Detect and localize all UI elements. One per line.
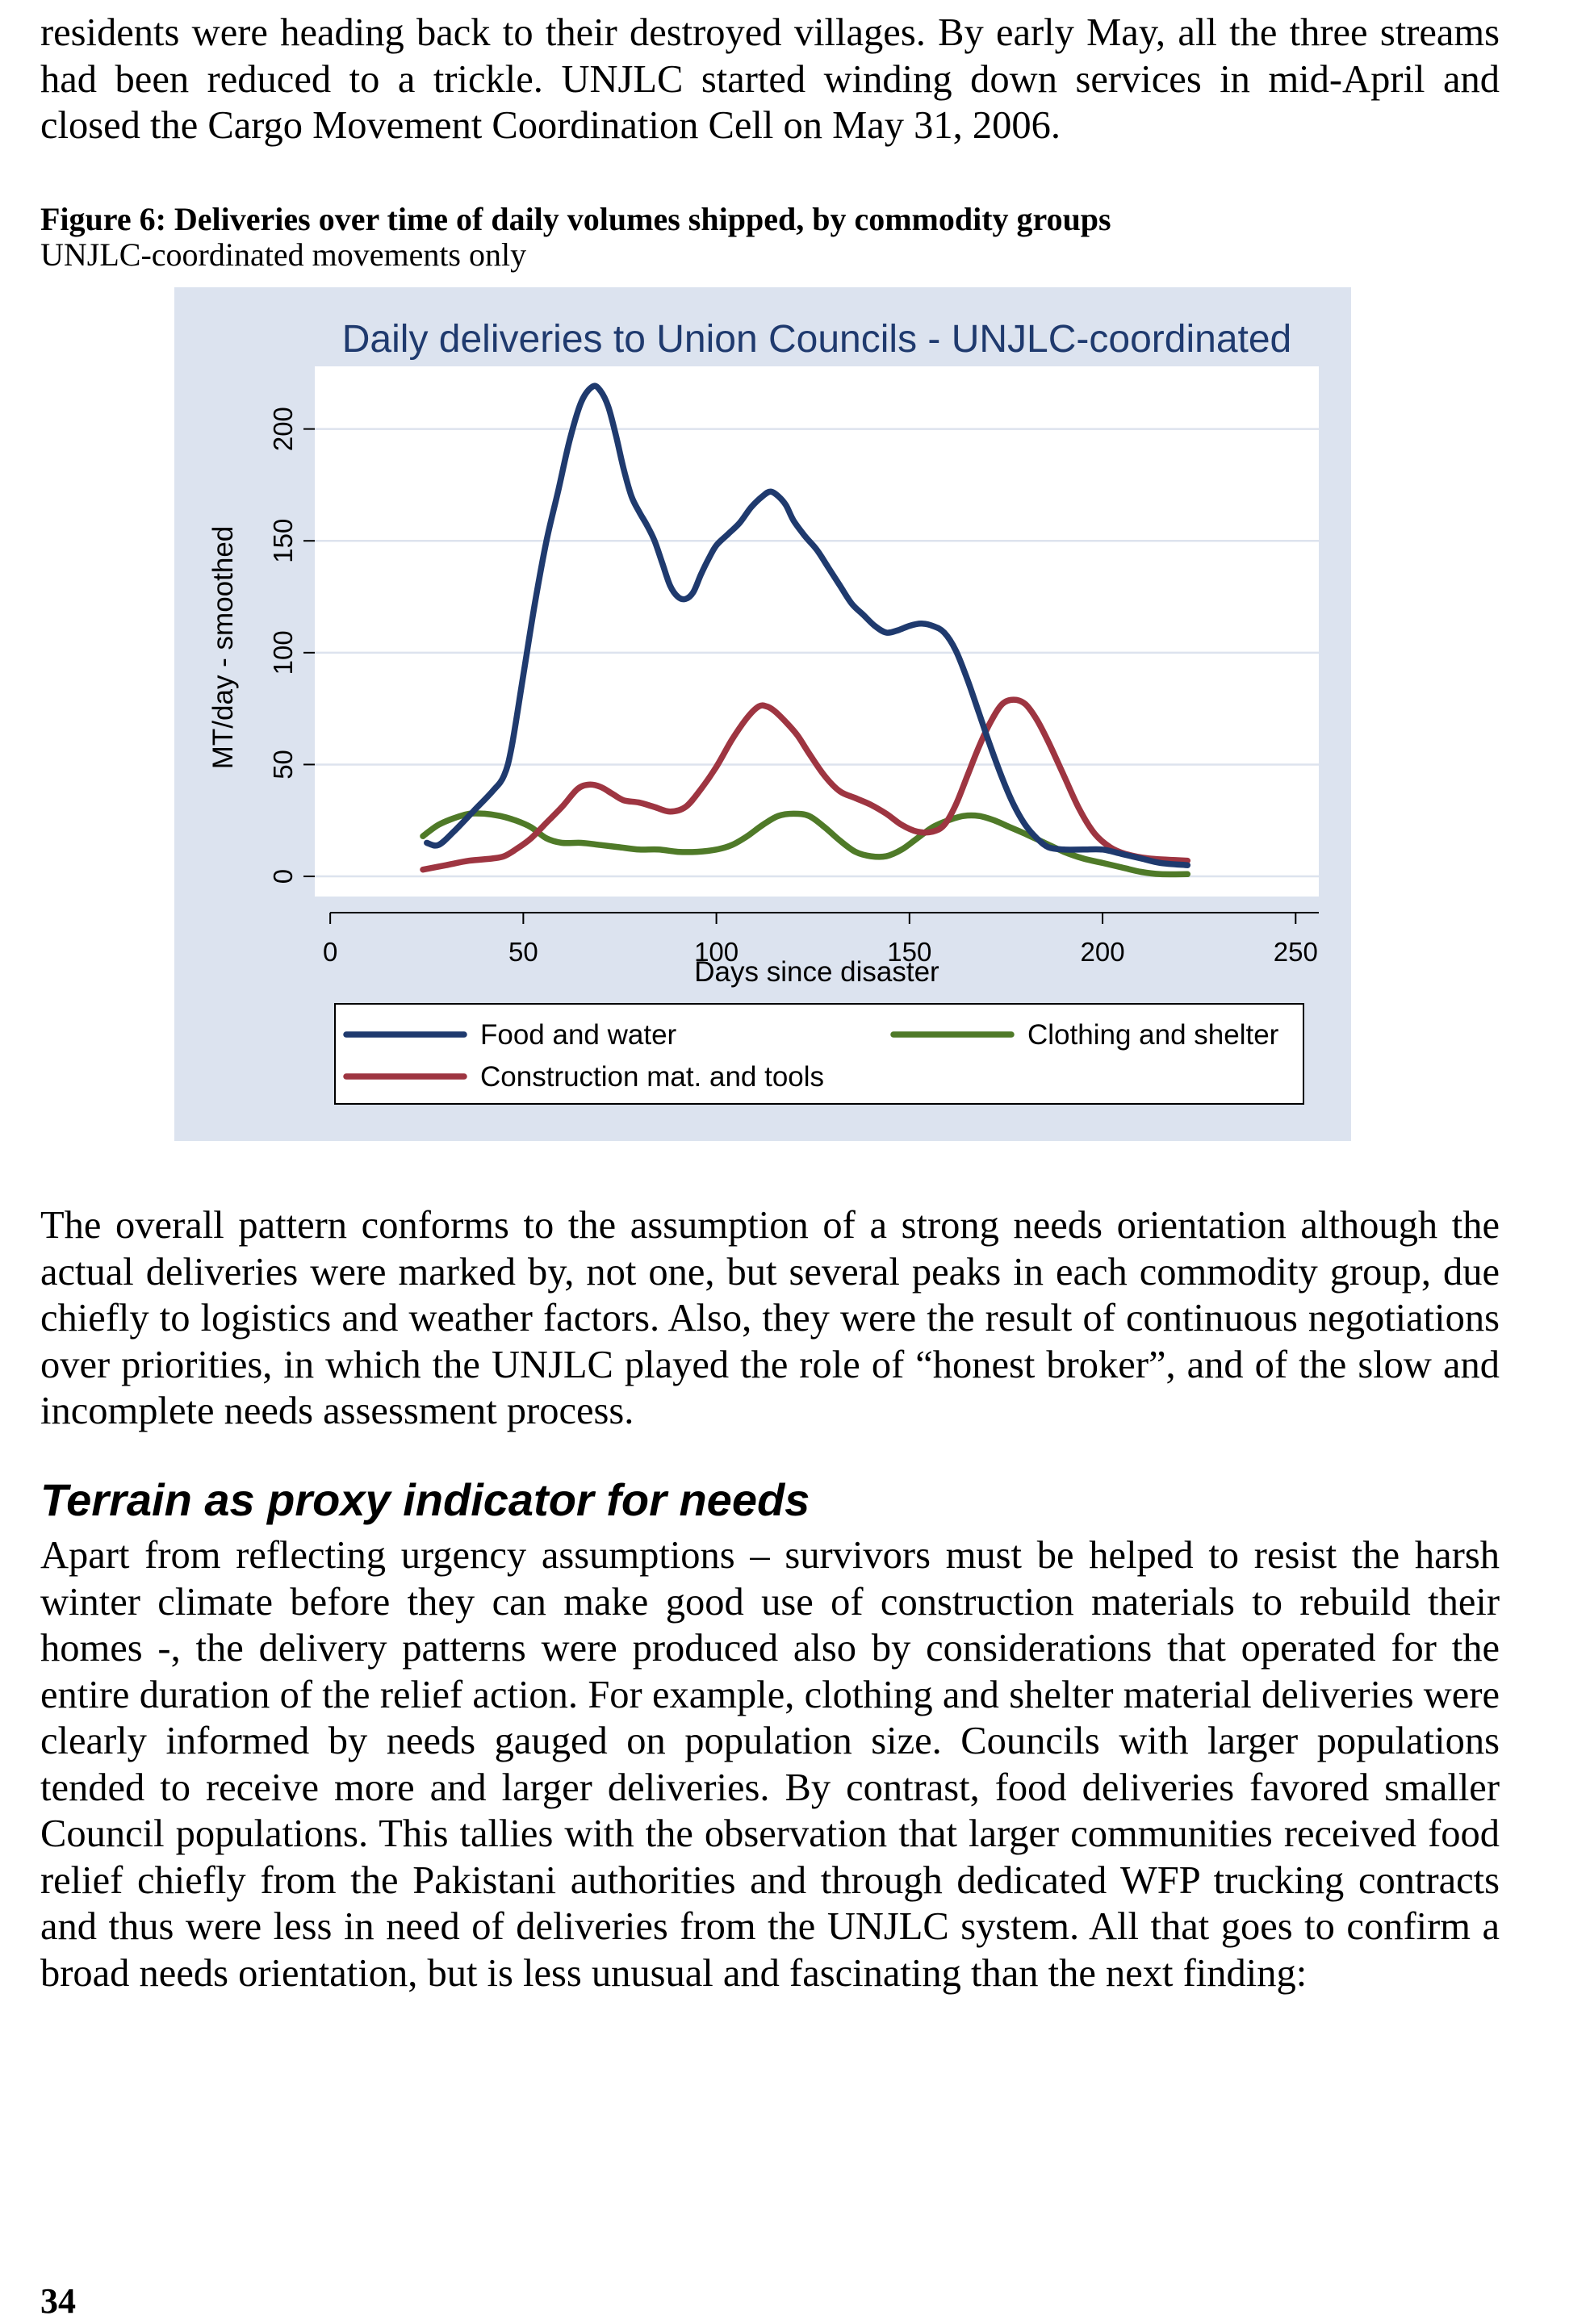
y-tick-label: 150 bbox=[268, 519, 298, 563]
intro-paragraph: residents were heading back to their des… bbox=[40, 11, 1500, 147]
series-clothing-shelter-legend-label: Clothing and shelter bbox=[1027, 1019, 1279, 1051]
x-tick-label: 0 bbox=[323, 937, 337, 967]
series-food-water-line bbox=[424, 382, 1191, 868]
y-tick-label: 200 bbox=[268, 407, 298, 451]
x-axis-label: Days since disaster bbox=[694, 956, 939, 988]
series-construction-legend-label: Construction mat. and tools bbox=[480, 1061, 824, 1093]
figure-caption: Figure 6: Deliveries over time of daily … bbox=[40, 201, 1111, 237]
x-tick-label: 150 bbox=[887, 937, 931, 967]
chart-panel: 0 50 100 150 200 0 50 100 150 200 250 Daily deliver… bbox=[174, 287, 1351, 1141]
x-tick-label: 50 bbox=[508, 937, 538, 967]
y-axis-label: MT/day - smoothed bbox=[207, 526, 239, 770]
section-heading: Terrain as proxy indicator for needs bbox=[40, 1474, 810, 1525]
series-construction-line bbox=[420, 696, 1191, 873]
y-tick-label: 50 bbox=[268, 750, 298, 780]
y-tick-label: 0 bbox=[268, 869, 298, 884]
chart-title: Daily deliveries to Union Councils - UNJ… bbox=[342, 318, 1292, 361]
figure-subcaption: UNJLC-coordinated movements only bbox=[40, 236, 527, 273]
legend-box bbox=[334, 1003, 1304, 1105]
deliveries-line-chart: 0 50 100 150 200 0 50 100 150 200 250 Daily deliver… bbox=[207, 318, 1319, 1105]
terrain-paragraph: Apart from reflecting urgency assumption… bbox=[40, 1534, 1500, 1995]
plot-area bbox=[315, 366, 1319, 897]
series-food-water-legend-label: Food and water bbox=[480, 1019, 677, 1051]
x-tick-label: 200 bbox=[1081, 937, 1125, 967]
x-tick-label: 100 bbox=[694, 937, 739, 967]
y-tick-label: 100 bbox=[268, 630, 298, 675]
pattern-paragraph: The overall pattern conforms to the assu… bbox=[40, 1204, 1500, 1432]
page-number: 34 bbox=[40, 2281, 76, 2321]
x-tick-label: 250 bbox=[1274, 937, 1318, 967]
